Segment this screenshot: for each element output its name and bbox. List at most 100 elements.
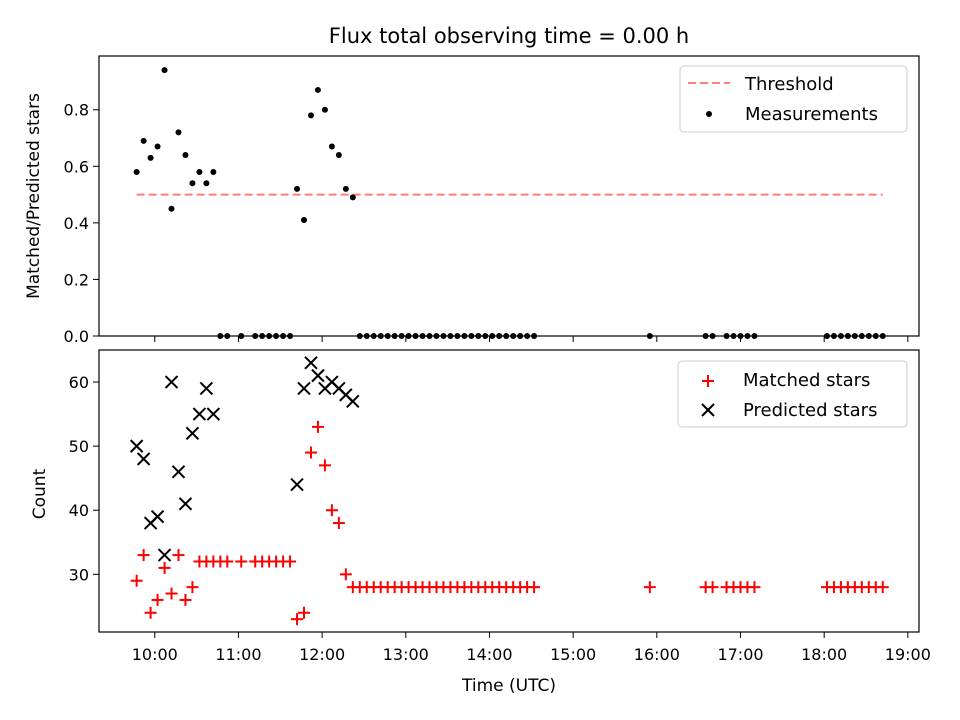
- measurement-point: [440, 333, 447, 339]
- measurement-point: [489, 333, 496, 339]
- top-legend: Threshold Measurements: [679, 65, 908, 133]
- bottom-y-tick-label: 50: [69, 437, 89, 456]
- legend-matched-label: Matched stars: [743, 370, 870, 391]
- measurement-point: [475, 333, 482, 339]
- measurement-point: [356, 333, 363, 339]
- matched-star-point: [186, 581, 199, 594]
- matched-star-point: [643, 581, 656, 594]
- matched-star-point: [304, 446, 317, 459]
- measurement-point: [391, 333, 398, 339]
- measurement-point: [161, 67, 168, 74]
- measurement-point: [405, 333, 412, 339]
- measurement-point: [321, 106, 328, 113]
- measurement-point: [433, 333, 440, 339]
- bottom-y-tick-label: 40: [69, 501, 89, 520]
- matched-star-point: [172, 549, 185, 562]
- measurement-point: [370, 333, 377, 339]
- matched-star-point: [291, 613, 304, 626]
- measurement-point: [266, 333, 273, 339]
- matched-star-point: [332, 517, 345, 530]
- predicted-star-point: [311, 368, 325, 383]
- top-y-tick-label: 0.4: [64, 214, 89, 233]
- measurement-point: [175, 129, 182, 136]
- x-tick-label: 15:00: [550, 645, 596, 664]
- predicted-star-point: [199, 381, 214, 396]
- x-tick-label: 12:00: [299, 645, 345, 664]
- measurement-point: [210, 168, 217, 175]
- measurement-point: [335, 151, 342, 158]
- measurement-point: [363, 333, 370, 339]
- measurement-point: [503, 333, 510, 339]
- predicted-star-point: [150, 509, 165, 524]
- matched-star-point: [151, 593, 164, 606]
- legend-measurements-label: Measurements: [745, 104, 878, 125]
- measurement-point: [314, 86, 321, 93]
- bottom-y-tick-label: 30: [69, 565, 89, 584]
- matched-star-point: [235, 555, 248, 568]
- predicted-star-point: [129, 439, 144, 453]
- measurement-point: [154, 143, 161, 150]
- predicted-star-point: [136, 452, 151, 466]
- predicted-star-point: [192, 407, 207, 421]
- matched-star-point: [284, 555, 297, 568]
- predicted-star-point: [157, 548, 172, 562]
- measurement-point: [140, 137, 147, 144]
- measurement-point: [287, 333, 294, 339]
- measurement-point: [217, 333, 224, 339]
- bottom-y-axis-label: Count: [30, 468, 50, 519]
- matched-star-point: [179, 593, 192, 606]
- measurement-point: [168, 205, 175, 212]
- matched-star-point: [158, 561, 171, 574]
- bottom-axes-frame: [98, 349, 920, 633]
- measurement-point: [461, 333, 468, 339]
- matched-star-point: [221, 555, 234, 568]
- bottom-x-ticks: 10:00 11:00 12:00 13:00 14:00 15:00 16:00 17:00…: [132, 632, 931, 664]
- matched-star-point: [298, 606, 310, 619]
- legend-measurement-swatch: [706, 111, 712, 117]
- measurement-point: [865, 333, 872, 339]
- top-y-ticks: 0.0 0.2 0.4 0.6 0.8: [64, 101, 99, 346]
- matched-star-points: [130, 420, 889, 626]
- bottom-panel: 10:00 11:00 12:00 13:00 14:00 15:00 16:00 17:00…: [30, 349, 931, 696]
- matched-star-point: [339, 568, 352, 581]
- measurement-point: [837, 333, 844, 339]
- measurement-point: [294, 185, 301, 192]
- matched-star-point: [137, 549, 150, 562]
- measurement-point: [203, 180, 210, 187]
- matched-star-point: [318, 459, 331, 472]
- matched-star-point: [144, 606, 157, 619]
- measurement-point: [252, 333, 259, 339]
- x-tick-label: 18:00: [801, 645, 847, 664]
- measurement-point: [377, 333, 384, 339]
- matched-star-point: [706, 581, 719, 594]
- predicted-star-point: [185, 426, 200, 441]
- top-y-axis-label: Matched/Predicted stars: [24, 93, 44, 299]
- legend-predicted-swatch: [701, 403, 715, 417]
- predicted-star-points: [129, 356, 360, 562]
- measurement-point: [823, 333, 830, 339]
- measurement-point: [844, 333, 851, 339]
- measurement-point: [307, 112, 314, 119]
- measurement-point: [342, 185, 349, 192]
- x-tick-label: 16:00: [634, 645, 680, 664]
- measurement-point: [723, 333, 730, 339]
- predicted-star-point: [164, 375, 179, 389]
- x-tick-label: 14:00: [466, 645, 512, 664]
- measurement-point: [496, 333, 503, 339]
- top-y-tick-label: 0.6: [64, 157, 89, 176]
- measurement-point: [280, 333, 287, 339]
- measurement-point: [259, 333, 266, 339]
- bottom-y-tick-label: 60: [69, 373, 89, 392]
- measurement-point: [744, 333, 751, 339]
- x-tick-label: 19:00: [885, 645, 931, 664]
- measurement-point: [872, 333, 879, 339]
- predicted-star-point: [290, 477, 304, 492]
- measurement-point: [238, 333, 245, 339]
- measurement-point: [398, 333, 405, 339]
- x-axis-label: Time (UTC): [461, 676, 556, 696]
- bottom-legend: Matched stars Predicted stars: [677, 360, 908, 428]
- measurement-point: [182, 151, 189, 158]
- measurement-point: [273, 333, 280, 339]
- top-y-tick-label: 0.2: [64, 270, 89, 289]
